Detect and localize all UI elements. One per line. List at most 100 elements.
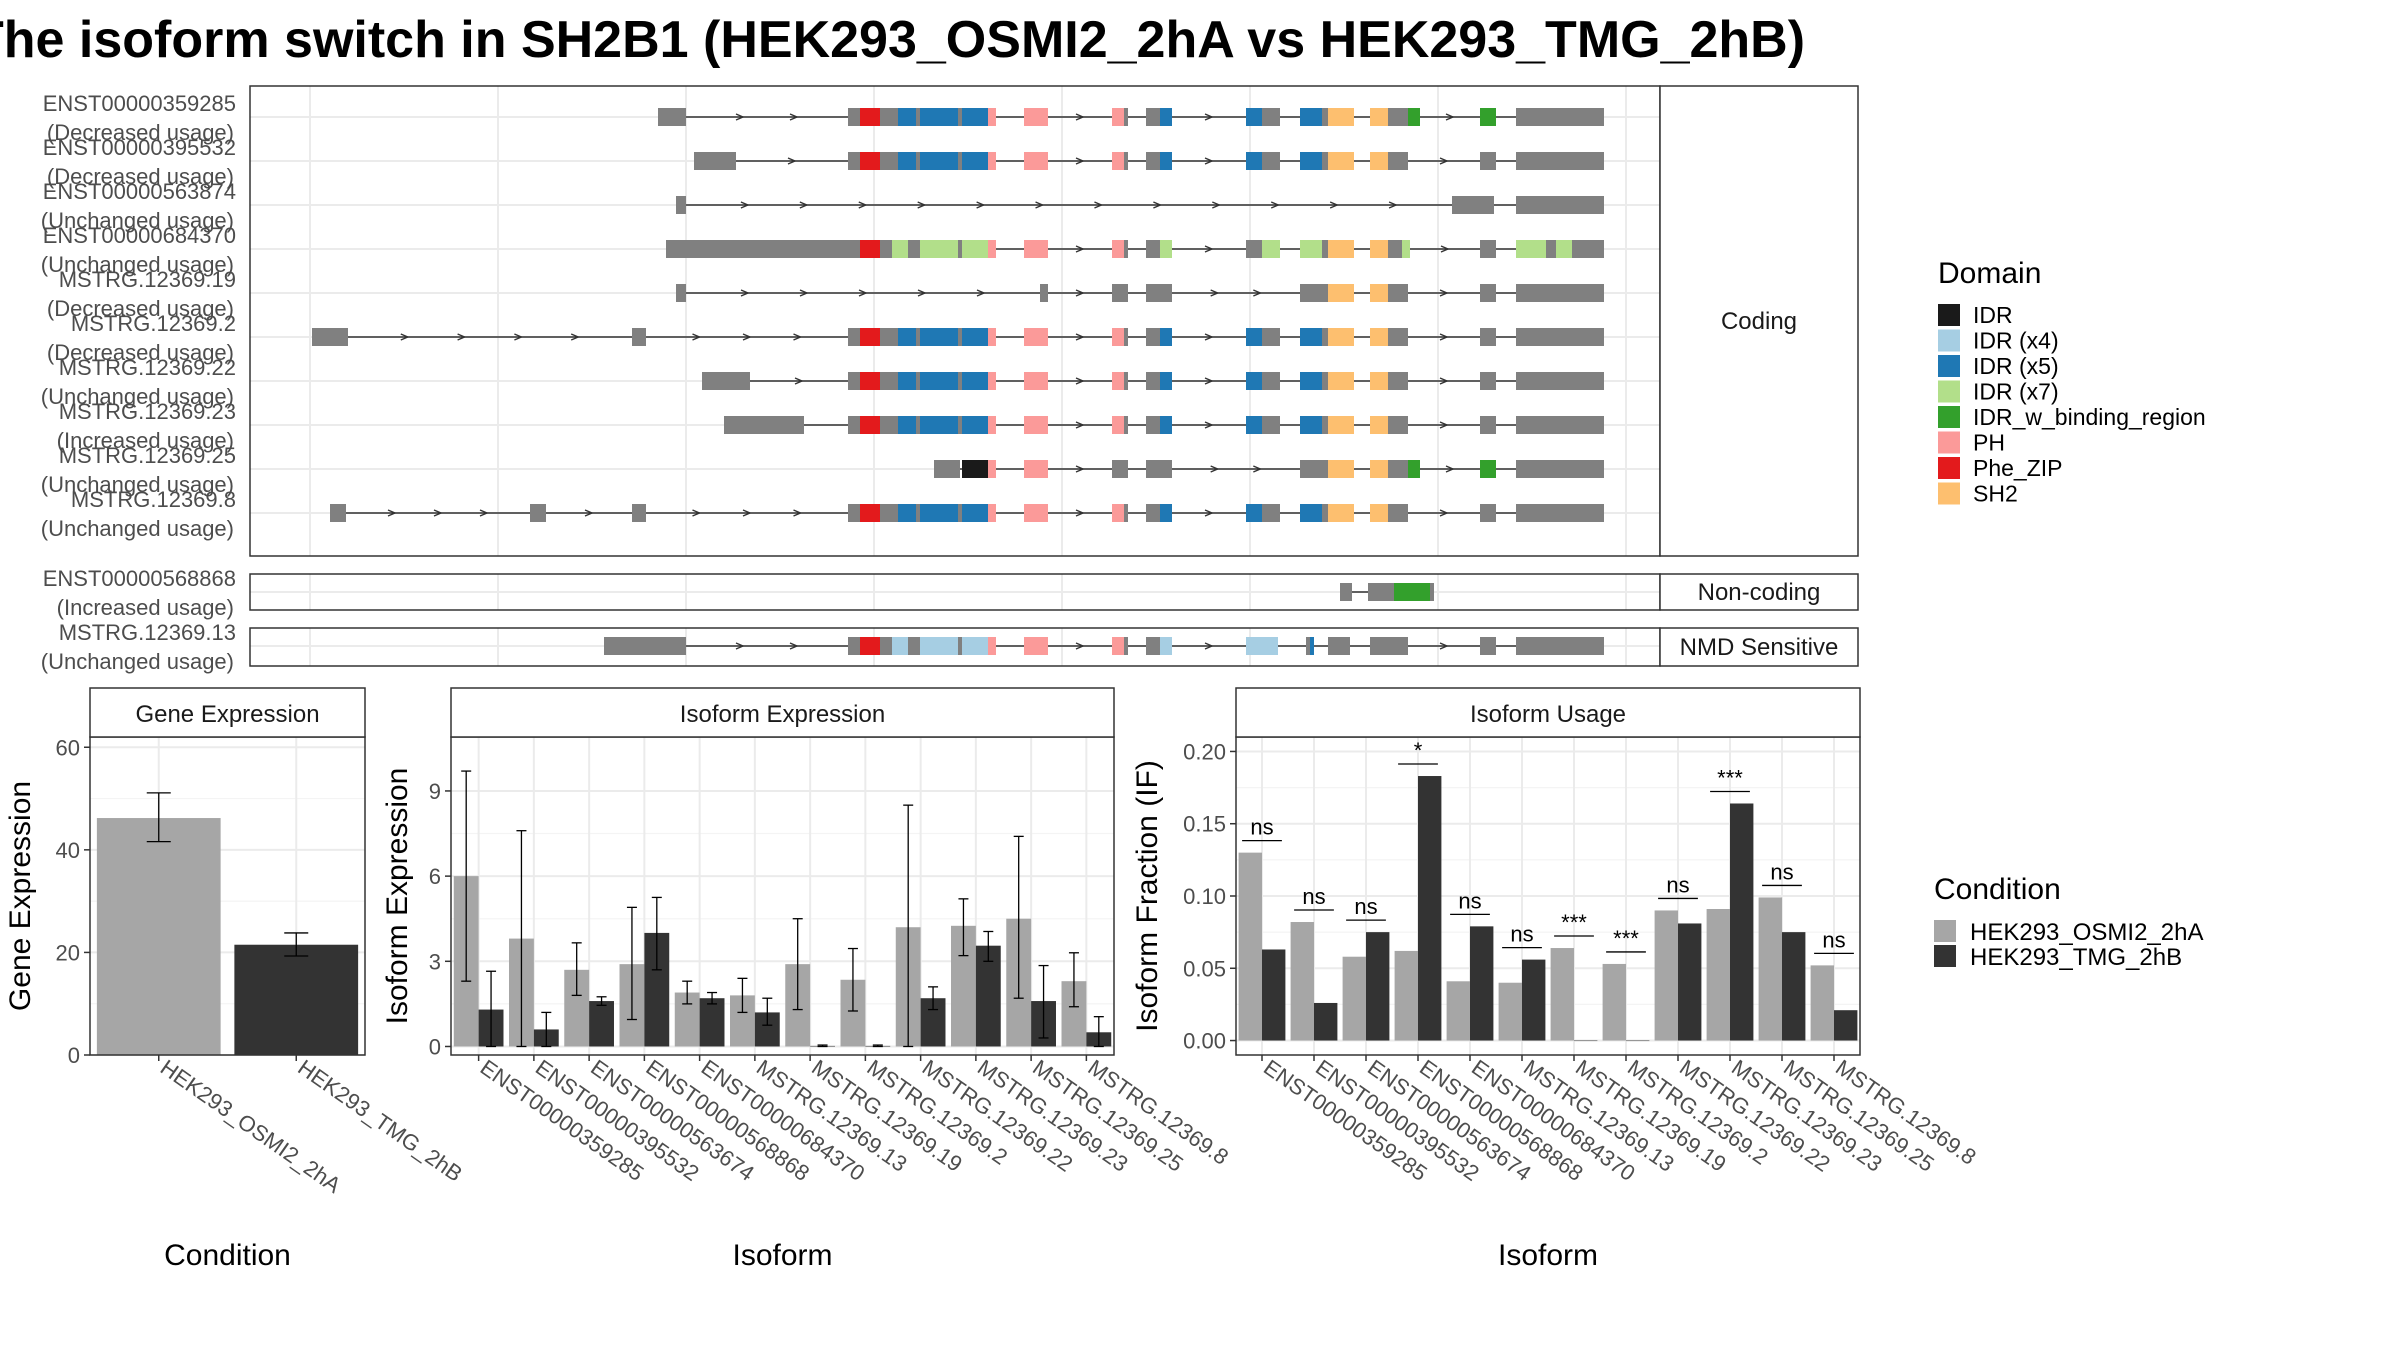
exon (1124, 416, 1128, 434)
transcript-track (666, 240, 1604, 258)
exon (1262, 108, 1280, 126)
intron-arrow-icon (584, 509, 594, 517)
domain-exon (988, 637, 996, 655)
transcript-id-label: ENST00000568868 (43, 566, 236, 591)
domain-exon (1112, 328, 1124, 346)
exon (1146, 372, 1160, 390)
intron-arrow-icon (1210, 465, 1220, 473)
x-axis-title: Condition (164, 1239, 291, 1272)
significance-label: *** (1561, 910, 1587, 935)
domain-legend-swatch (1938, 355, 1960, 377)
exon (880, 504, 898, 522)
intron-arrow-icon (858, 201, 868, 209)
intron-arrow-icon (976, 201, 986, 209)
domain-exon (1328, 460, 1354, 478)
exon (632, 328, 646, 346)
exon (1322, 372, 1328, 390)
domain-legend-swatch (1938, 406, 1960, 428)
transcript-track (676, 196, 1604, 214)
bar (1758, 897, 1782, 1041)
transcript-id-label: MSTRG.12369.25 (59, 443, 236, 468)
domain-exon (1300, 240, 1322, 258)
y-tick-label: 0.00 (1183, 1029, 1226, 1054)
significance-label: ns (1510, 922, 1533, 947)
exon (676, 284, 686, 302)
bar (1446, 981, 1470, 1041)
exon (1480, 328, 1496, 346)
domain-exon (988, 416, 996, 434)
exon (958, 108, 962, 126)
domain-exon (860, 152, 880, 170)
transcript-id-label: ENST00000563874 (43, 179, 236, 204)
domain-exon (1160, 372, 1172, 390)
domain-exon (1160, 328, 1172, 346)
transcript-track (934, 460, 1604, 478)
domain-exon (898, 504, 916, 522)
exon (958, 152, 962, 170)
y-tick-label: 40 (56, 838, 80, 863)
intron-arrow-icon (1075, 421, 1085, 429)
intron-arrow-icon (570, 333, 580, 341)
domain-exon (1300, 372, 1322, 390)
exon (1124, 108, 1128, 126)
significance-label: *** (1717, 765, 1743, 790)
exon (1146, 240, 1160, 258)
exon (1480, 416, 1496, 434)
transcript-id-label: MSTRG.12369.13 (59, 620, 236, 645)
intron-arrow-icon (1075, 113, 1085, 121)
domain-exon (988, 504, 996, 522)
exon (848, 240, 860, 258)
domain-exon (1408, 460, 1420, 478)
intron-arrow-icon (1204, 509, 1214, 517)
exon (880, 152, 898, 170)
x-axis-title: Isoform (1498, 1239, 1598, 1272)
intron-arrow-icon (433, 509, 443, 517)
bar (1602, 963, 1626, 1041)
exon (1388, 416, 1408, 434)
exon (1516, 152, 1604, 170)
intron-arrow-icon (1439, 289, 1449, 297)
bar (1574, 1040, 1598, 1042)
exon (1146, 152, 1160, 170)
bar (589, 1001, 614, 1047)
bar (1366, 932, 1390, 1041)
intron-arrow-icon (1075, 465, 1085, 473)
domain-exon (1300, 504, 1322, 522)
domain-exon (1370, 504, 1388, 522)
intron-arrow-icon (1439, 377, 1449, 385)
intron-arrow-icon (742, 333, 752, 341)
exon (1388, 372, 1408, 390)
transcript-usage-label: (Unchanged usage) (41, 649, 234, 674)
bar (1626, 1040, 1650, 1042)
significance-label: ns (1822, 927, 1845, 952)
bar-chart-panel: Isoform Expression0369ENST00000359285ENS… (381, 687, 1233, 1272)
exon (916, 372, 920, 390)
exon (1516, 637, 1604, 655)
bar (1834, 1010, 1858, 1041)
domain-exon (1370, 240, 1388, 258)
y-tick-label: 60 (56, 735, 80, 760)
intron-arrow-icon (787, 157, 797, 165)
exon (880, 416, 898, 434)
exon (1388, 328, 1408, 346)
intron-arrow-icon (976, 289, 986, 297)
domain-exon (1246, 152, 1262, 170)
domain-exon (1328, 416, 1354, 434)
intron-arrow-icon (457, 333, 467, 341)
domain-exon (988, 328, 996, 346)
bar (1730, 803, 1754, 1041)
domain-exon (962, 460, 988, 478)
domain-exon (1112, 416, 1124, 434)
domain-exon (1370, 152, 1388, 170)
domain-exon (1160, 504, 1172, 522)
significance-label: ns (1770, 859, 1793, 884)
domain-exon (1370, 108, 1388, 126)
intron-arrow-icon (740, 201, 750, 209)
domain-exon (1112, 637, 1124, 655)
exon (1306, 637, 1310, 655)
domain-legend-label: IDR (x4) (1973, 328, 2059, 354)
exon (1322, 240, 1328, 258)
transcript-usage-label: (Unchanged usage) (41, 472, 234, 497)
intron-arrow-icon (917, 201, 927, 209)
